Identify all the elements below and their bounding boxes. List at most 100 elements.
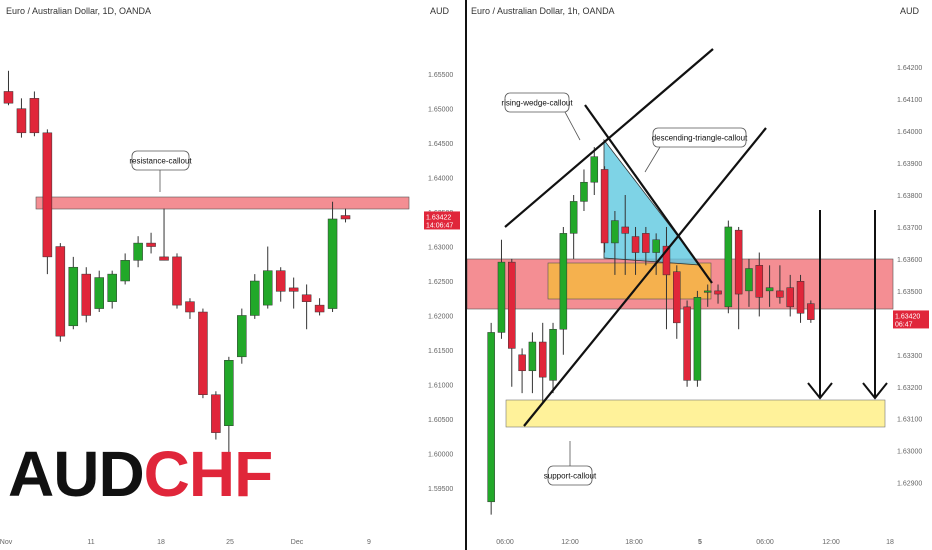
resistance-zone xyxy=(35,196,410,210)
y-tick-label: 1.64100 xyxy=(897,97,922,104)
y-tick-label: 1.64000 xyxy=(897,129,922,136)
y-tick-label: 1.62900 xyxy=(897,481,922,488)
y-tick-label: 1.63900 xyxy=(897,161,922,168)
candle-body xyxy=(786,287,794,308)
y-tick-label: 1.65000 xyxy=(428,107,453,114)
candle-body xyxy=(559,233,568,330)
candle-body xyxy=(652,239,660,253)
y-tick-label: 1.59500 xyxy=(428,486,453,493)
brand-aud: AUD xyxy=(8,438,145,510)
price-label-box xyxy=(893,310,929,329)
x-tick-label: 9 xyxy=(367,539,371,546)
candle-body xyxy=(172,256,182,306)
candle-body xyxy=(262,270,273,306)
candle-body xyxy=(487,332,495,503)
undefined-label: rising-wedge-callout xyxy=(501,99,573,108)
candle-body xyxy=(734,229,743,295)
down-arrow-head xyxy=(862,382,888,400)
left-chart-title: Euro / Australian Dollar, 1D, OANDA xyxy=(6,6,152,16)
candle-body xyxy=(159,256,169,261)
candle-body xyxy=(621,226,629,234)
candle-body xyxy=(198,311,208,395)
y-tick-label: 1.63600 xyxy=(897,257,922,264)
y-tick-label: 1.61500 xyxy=(428,348,453,355)
down-arrow-head xyxy=(807,382,833,400)
candle-body xyxy=(55,246,66,337)
candle-body xyxy=(703,290,712,293)
candle-body xyxy=(724,226,733,308)
y-tick-label: 1.60500 xyxy=(428,417,453,424)
undefined-box xyxy=(131,150,190,171)
candle-body xyxy=(107,273,117,302)
candle-body xyxy=(714,290,722,295)
y-tick-label: 1.60000 xyxy=(428,451,453,458)
candle-body xyxy=(133,242,143,261)
x-tick-label: 06:00 xyxy=(756,539,774,546)
y-tick-label: 1.63100 xyxy=(897,417,922,424)
triangle-resistance-line xyxy=(584,104,713,284)
candle-body xyxy=(569,201,578,234)
candle-body xyxy=(642,233,650,253)
candle-body xyxy=(185,301,195,313)
panel-divider xyxy=(465,0,467,550)
x-tick-label: 5 xyxy=(698,539,702,546)
y-tick-label: 1.61000 xyxy=(428,382,453,389)
candle-body xyxy=(340,215,351,220)
candle-body xyxy=(590,156,599,183)
price-label-value: 1.63420 xyxy=(895,313,920,320)
left-currency-label: AUD xyxy=(430,6,450,16)
y-tick-label: 1.63300 xyxy=(897,353,922,360)
candle-body xyxy=(662,245,671,276)
candle-body xyxy=(3,91,14,104)
candle-body xyxy=(745,268,753,292)
y-tick-label: 1.63200 xyxy=(897,385,922,392)
candle-body xyxy=(755,265,764,298)
y-tick-label: 1.63700 xyxy=(897,225,922,232)
y-tick-label: 1.63000 xyxy=(897,449,922,456)
candle-body xyxy=(497,261,506,333)
orange-zone xyxy=(547,262,712,300)
candle-body xyxy=(600,169,609,244)
y-tick-label: 1.65500 xyxy=(428,72,453,79)
price-label-timer: 06:47 xyxy=(895,321,913,328)
x-tick-label: 11 xyxy=(87,539,94,546)
y-tick-label: 1.63500 xyxy=(897,289,922,296)
y-tick-label: 1.62000 xyxy=(428,313,453,320)
price-label-timer: 14:06:47 xyxy=(426,222,453,229)
pair-brand-logo: AUDCHF xyxy=(8,442,273,506)
candle-body xyxy=(611,220,619,244)
candle-body xyxy=(301,294,312,302)
right-currency-label: AUD xyxy=(900,6,920,16)
y-tick-label: 1.64000 xyxy=(428,176,453,183)
undefined-label: support-callout xyxy=(544,472,597,481)
candle-body xyxy=(683,306,691,381)
candle-body xyxy=(538,341,547,378)
x-tick-label: 18:00 xyxy=(625,539,643,546)
x-tick-label: 06:00 xyxy=(496,539,514,546)
undefined-pointer xyxy=(564,111,581,141)
candle-body xyxy=(250,280,260,316)
y-tick-label: 1.63800 xyxy=(897,193,922,200)
x-tick-label: 12:00 xyxy=(561,539,579,546)
candle-body xyxy=(528,341,537,372)
candle-body xyxy=(211,394,221,433)
price-label-box xyxy=(424,211,460,230)
candle-body xyxy=(580,181,588,202)
undefined-label: resistance-callout xyxy=(129,157,192,166)
candle-body xyxy=(673,271,681,324)
candle-body xyxy=(518,354,526,372)
brand-chf: CHF xyxy=(143,438,274,510)
candle-body xyxy=(693,297,702,381)
y-tick-label: 1.63000 xyxy=(428,245,453,252)
x-tick-label: Dec xyxy=(291,539,304,546)
support-zone xyxy=(505,399,886,428)
candle-body xyxy=(288,287,299,292)
x-tick-label: Nov xyxy=(0,539,13,546)
x-tick-label: 18 xyxy=(157,539,165,546)
x-tick-label: 25 xyxy=(226,539,234,546)
candle-body xyxy=(765,287,774,292)
x-tick-label: 18 xyxy=(886,539,894,546)
candle-body xyxy=(224,360,234,426)
